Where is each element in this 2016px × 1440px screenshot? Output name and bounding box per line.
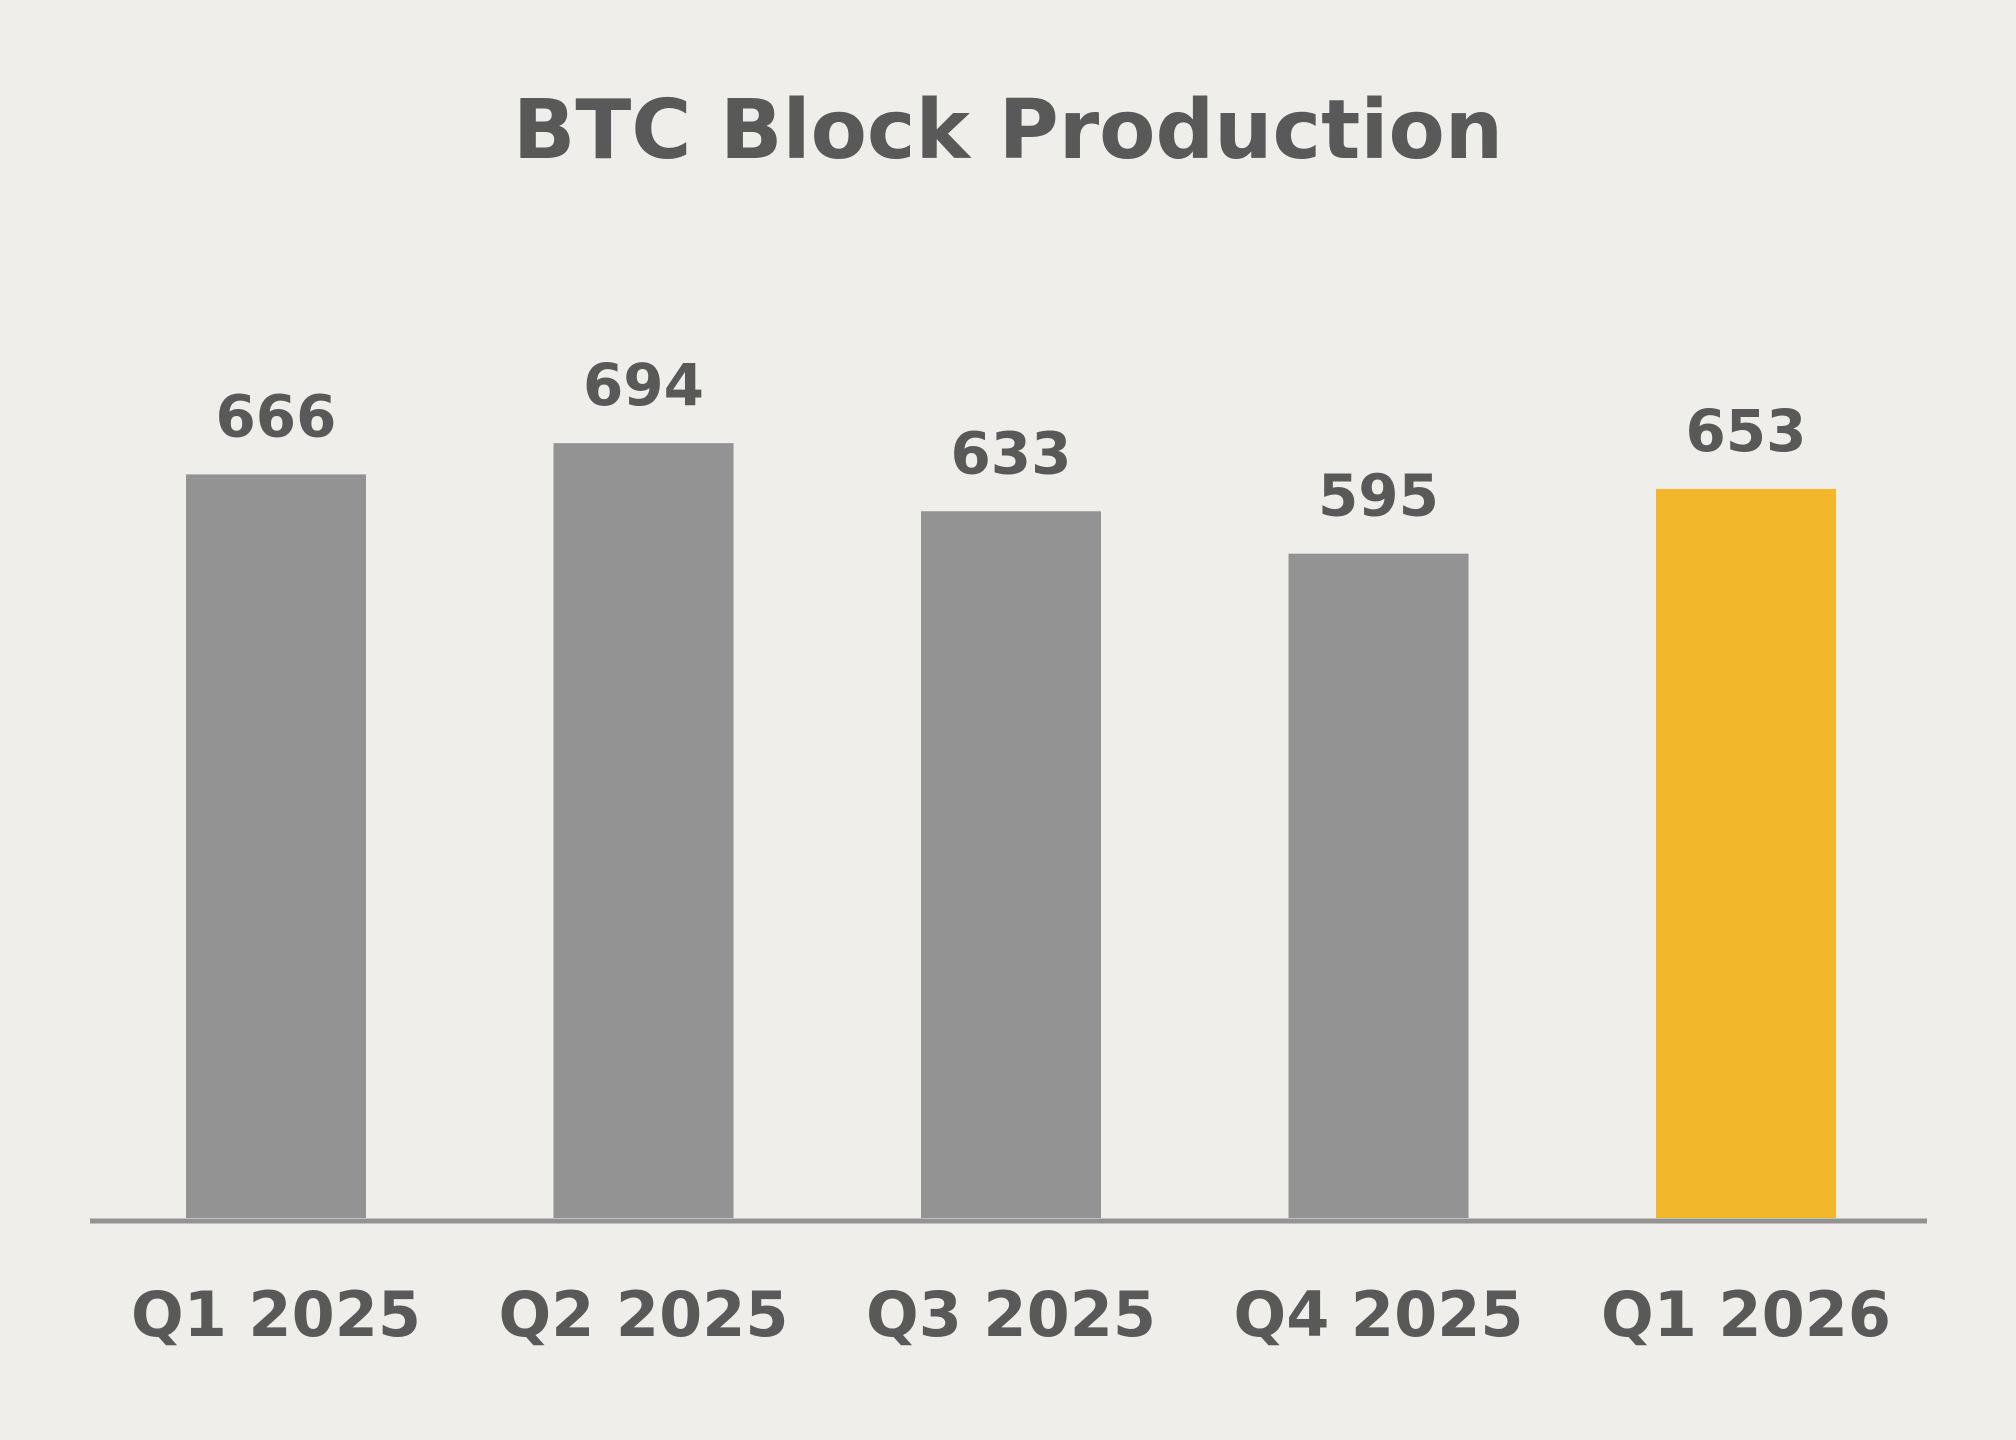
category-label: Q1 2025 — [131, 1278, 421, 1351]
category-labels-layer: Q1 2025 Q2 2025 Q3 2025 Q4 2025 Q1 2026 — [131, 1278, 1891, 1351]
bar-q1-2026 — [1656, 488, 1836, 1218]
category-label: Q2 2025 — [499, 1278, 789, 1351]
bars-layer — [186, 443, 1836, 1218]
value-label: 666 — [215, 382, 336, 450]
bar-q3-2025 — [921, 511, 1101, 1218]
category-label: Q4 2025 — [1234, 1278, 1524, 1351]
bar-q2-2025 — [553, 443, 734, 1218]
value-label: 633 — [950, 419, 1071, 487]
bar-q4-2025 — [1288, 553, 1469, 1218]
value-label: 694 — [583, 351, 704, 419]
bar-q1-2025 — [186, 474, 366, 1218]
value-label: 653 — [1685, 397, 1806, 465]
category-label: Q3 2025 — [866, 1278, 1156, 1351]
value-labels-layer: 666 694 633 595 653 — [215, 351, 1806, 530]
chart-title: BTC Block Production — [513, 83, 1503, 178]
value-label: 595 — [1318, 462, 1439, 530]
category-label: Q1 2026 — [1601, 1278, 1891, 1351]
